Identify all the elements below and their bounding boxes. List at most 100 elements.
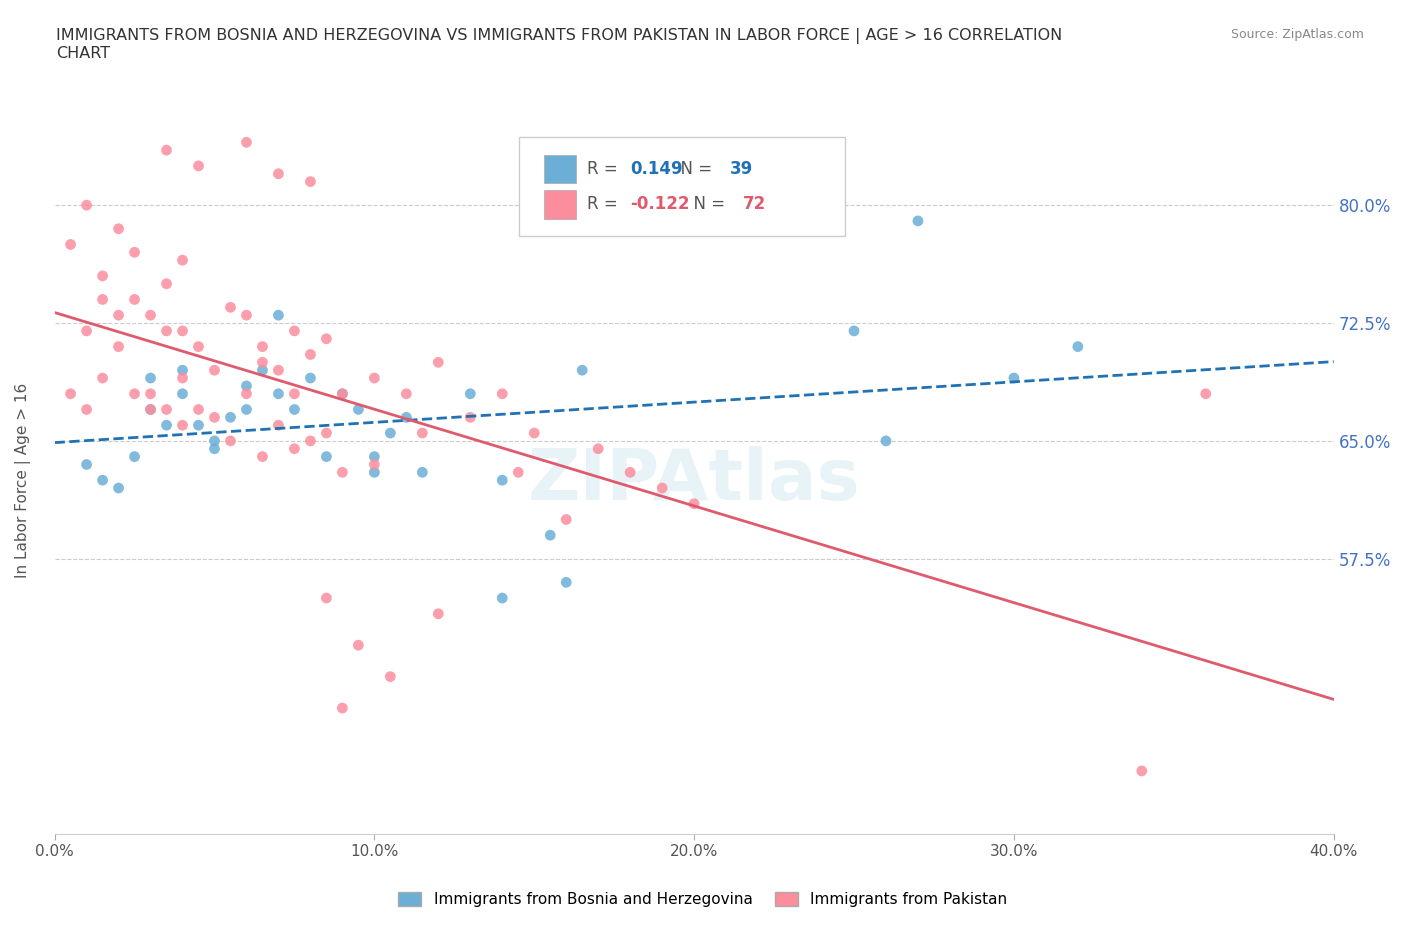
Legend: Immigrants from Bosnia and Herzegovina, Immigrants from Pakistan: Immigrants from Bosnia and Herzegovina, … [392,885,1014,913]
Text: IMMIGRANTS FROM BOSNIA AND HERZEGOVINA VS IMMIGRANTS FROM PAKISTAN IN LABOR FORC: IMMIGRANTS FROM BOSNIA AND HERZEGOVINA V… [56,28,1063,61]
Point [411,465,433,480]
Point [523,426,546,441]
Text: N =: N = [669,160,717,178]
Point [491,472,513,487]
Point [363,370,385,385]
Point [315,426,337,441]
Point [59,386,82,401]
Point [875,433,897,448]
Point [283,442,305,457]
Point [187,418,209,432]
Point [139,386,162,401]
FancyBboxPatch shape [544,191,576,219]
Point [619,465,641,480]
Point [315,331,337,346]
Point [1195,386,1218,401]
Point [219,299,242,314]
Point [107,221,129,236]
Point [124,292,146,307]
Point [155,276,177,291]
Point [1130,764,1153,778]
Text: 39: 39 [730,160,754,178]
Point [155,324,177,339]
Point [107,308,129,323]
Point [139,308,162,323]
Point [91,472,114,487]
FancyBboxPatch shape [544,155,576,183]
Point [124,449,146,464]
Point [172,324,194,339]
Point [267,386,290,401]
Point [219,410,242,425]
Point [252,363,274,378]
Point [363,465,385,480]
Point [252,449,274,464]
Point [76,198,98,213]
Point [842,324,865,339]
Point [332,465,354,480]
Point [235,386,257,401]
Point [107,339,129,354]
Point [267,308,290,323]
Point [155,418,177,432]
Point [204,410,226,425]
Point [1067,339,1090,354]
Point [139,402,162,417]
Point [172,363,194,378]
Point [907,214,929,229]
Point [187,339,209,354]
Text: -0.122: -0.122 [630,195,690,213]
Point [380,426,402,441]
Point [1002,370,1025,385]
Y-axis label: In Labor Force | Age > 16: In Labor Force | Age > 16 [15,382,31,578]
Point [380,670,402,684]
Point [204,433,226,448]
Point [267,418,290,432]
Point [427,606,450,621]
Point [252,355,274,370]
Point [172,370,194,385]
Point [283,386,305,401]
Text: R =: R = [586,195,623,213]
Point [332,386,354,401]
Point [235,308,257,323]
Point [155,402,177,417]
Text: Source: ZipAtlas.com: Source: ZipAtlas.com [1230,28,1364,41]
Point [586,442,609,457]
Text: 0.149: 0.149 [630,160,683,178]
Point [187,402,209,417]
Text: ZIPAtlas: ZIPAtlas [527,445,860,514]
Point [299,347,322,362]
Point [555,512,578,527]
Point [332,386,354,401]
Point [491,591,513,605]
Point [91,292,114,307]
Point [172,418,194,432]
Point [204,442,226,457]
Point [76,457,98,472]
Point [91,370,114,385]
Point [571,363,593,378]
Text: N =: N = [683,195,730,213]
Point [458,386,481,401]
Point [299,370,322,385]
Point [363,457,385,472]
Point [76,402,98,417]
Point [124,386,146,401]
Point [299,433,322,448]
Point [219,433,242,448]
Point [347,638,370,653]
Point [235,402,257,417]
Point [555,575,578,590]
Point [235,135,257,150]
Text: R =: R = [586,160,623,178]
Point [252,339,274,354]
Point [683,497,706,512]
Point [363,449,385,464]
Point [395,410,418,425]
Point [172,253,194,268]
Point [139,370,162,385]
Point [59,237,82,252]
Point [172,386,194,401]
Point [267,166,290,181]
